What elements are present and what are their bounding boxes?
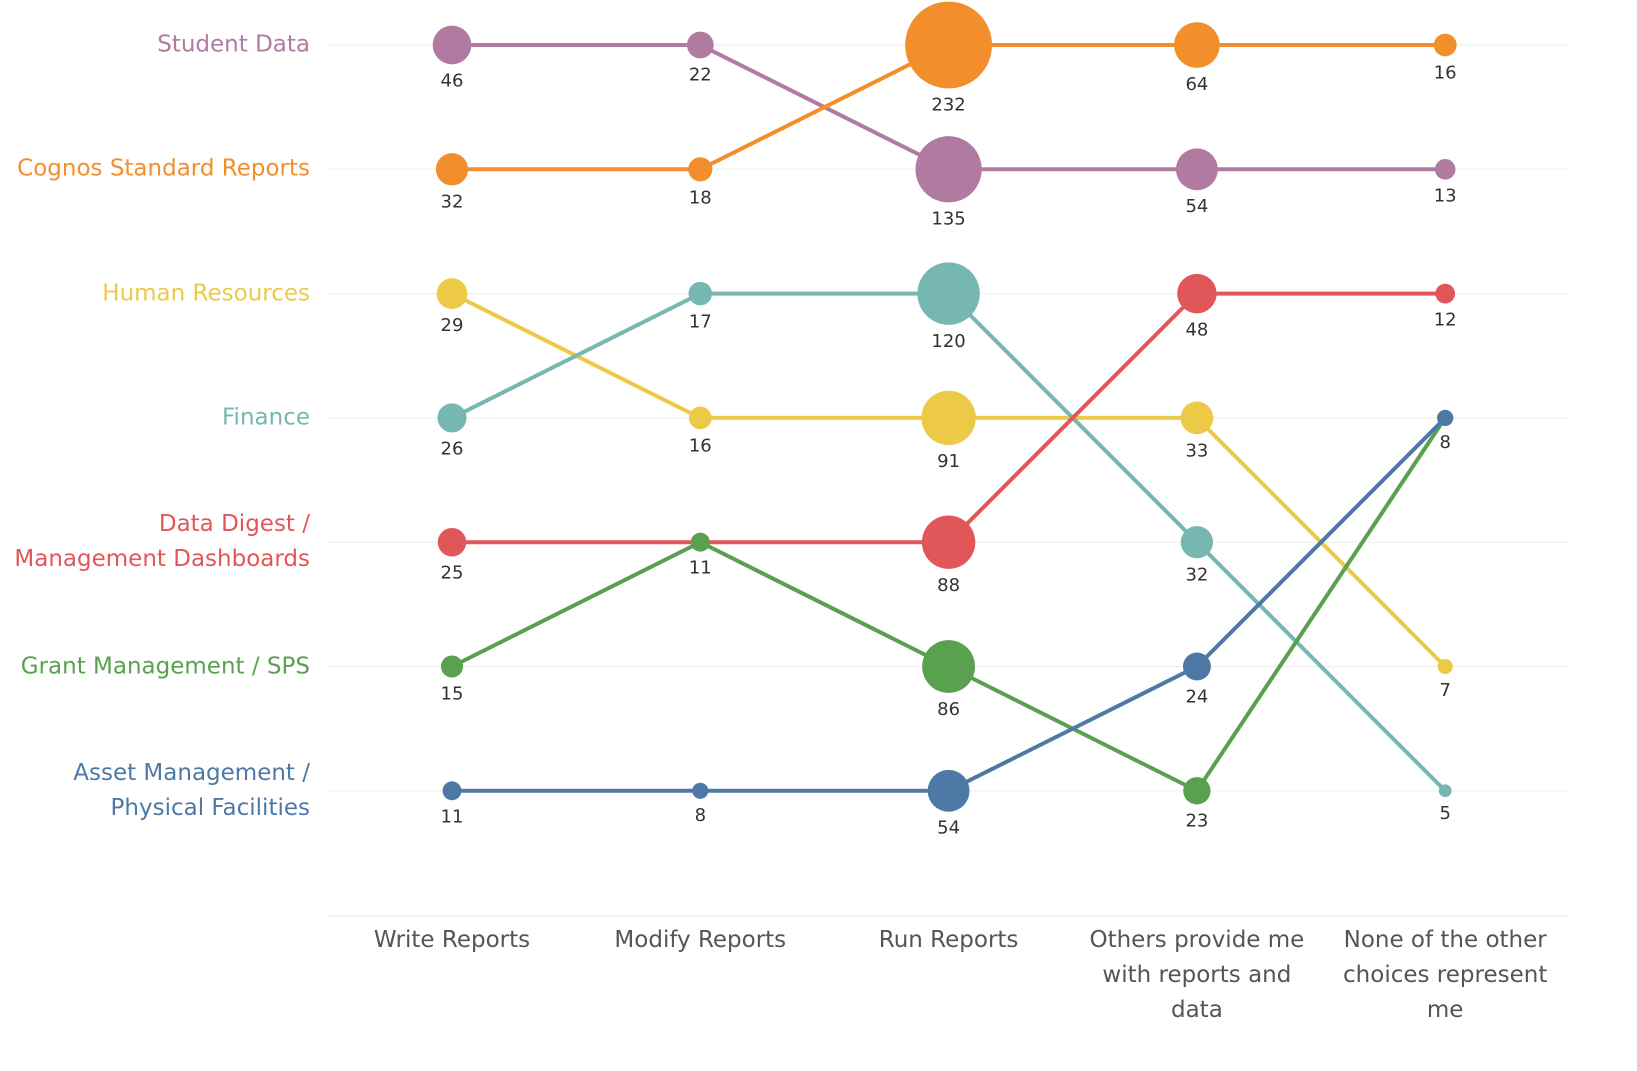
data-label: 29	[441, 315, 464, 336]
bubble	[1437, 409, 1454, 426]
data-label: 25	[441, 562, 464, 583]
data-label: 135	[931, 208, 965, 229]
bubble	[688, 406, 712, 430]
x-tick-label: Others provide me with reports and data	[1089, 927, 1305, 1023]
bubble	[1180, 526, 1214, 559]
bubble	[1433, 33, 1457, 57]
data-label: 32	[1185, 564, 1208, 585]
bubble	[435, 153, 469, 186]
bubble	[440, 655, 464, 678]
data-label: 11	[689, 558, 712, 579]
legend-label: Student Data	[157, 31, 310, 58]
legend-label: Cognos Standard Reports	[17, 155, 310, 182]
data-label: 232	[931, 94, 965, 115]
data-label: 32	[441, 191, 464, 212]
x-tick-label: Run Reports	[878, 927, 1019, 953]
series-line	[452, 416, 1447, 793]
data-label: 54	[1185, 196, 1208, 217]
data-label: 86	[937, 699, 960, 720]
legend-label: Data Digest / Management Dashboards	[14, 511, 310, 573]
bubble	[436, 278, 468, 309]
x-tick-label: Modify Reports	[614, 927, 787, 953]
bubble	[1183, 777, 1211, 805]
data-label: 16	[1434, 62, 1457, 83]
bubble	[917, 262, 980, 325]
data-label: 12	[1434, 309, 1457, 330]
x-tick-label: Write Reports	[373, 927, 531, 953]
data-label: 64	[1185, 74, 1208, 95]
bubble	[442, 781, 462, 801]
data-label: 17	[689, 311, 712, 332]
series-line	[451, 416, 1447, 794]
bubble	[1177, 273, 1217, 314]
data-label: 54	[937, 818, 960, 839]
data-label: 8	[695, 805, 706, 826]
bubble	[921, 515, 976, 569]
bubble	[1435, 283, 1456, 304]
data-label: 46	[441, 70, 464, 91]
data-label: 22	[689, 64, 712, 85]
legend-label: Human Resources	[102, 280, 310, 307]
data-label: 5	[1439, 803, 1450, 824]
data-label: 26	[441, 438, 464, 459]
bubble	[1437, 658, 1453, 675]
data-label: 8	[1439, 432, 1450, 453]
data-label: 33	[1185, 440, 1208, 461]
bubble	[1174, 22, 1220, 68]
bubble	[1180, 401, 1214, 435]
data-label: 11	[441, 806, 464, 827]
data-label: 91	[937, 451, 960, 472]
bubble	[1434, 159, 1456, 180]
bubble	[921, 390, 976, 446]
bubble	[915, 136, 982, 203]
bubble	[1438, 784, 1452, 798]
data-label: 120	[931, 331, 965, 352]
bubble	[690, 532, 710, 552]
bubble	[905, 1, 993, 89]
bubble	[437, 403, 467, 433]
bubble	[686, 31, 714, 59]
x-tick-label: None of the other choices represent me	[1343, 927, 1548, 1023]
data-label: 23	[1185, 810, 1208, 831]
data-label: 88	[937, 575, 960, 596]
legend-label: Asset Management / Physical Facilities	[73, 759, 310, 821]
data-label: 7	[1439, 680, 1450, 701]
bubble	[1182, 652, 1211, 681]
bubble	[922, 640, 976, 693]
legend-label: Finance	[222, 404, 310, 431]
data-label: 18	[689, 187, 712, 208]
bubble	[927, 769, 970, 812]
bubble	[688, 157, 713, 182]
bubble	[688, 281, 713, 306]
data-label: 24	[1185, 686, 1208, 707]
data-label: 16	[689, 435, 712, 456]
legend-label: Grant Management / SPS	[20, 653, 310, 679]
bubble	[437, 527, 467, 557]
bubble	[1175, 148, 1218, 191]
bubble	[432, 25, 472, 65]
data-label: 13	[1434, 186, 1457, 207]
data-label: 15	[441, 684, 464, 705]
data-label: 48	[1185, 319, 1208, 340]
bubble	[692, 782, 709, 799]
